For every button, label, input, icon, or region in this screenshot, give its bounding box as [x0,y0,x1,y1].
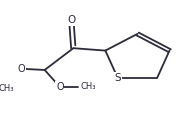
Text: O: O [17,64,25,74]
Text: O: O [67,15,76,25]
Text: S: S [114,73,121,83]
Text: CH₃: CH₃ [80,82,96,91]
Text: CH₃: CH₃ [0,84,14,94]
Text: O: O [56,82,64,92]
